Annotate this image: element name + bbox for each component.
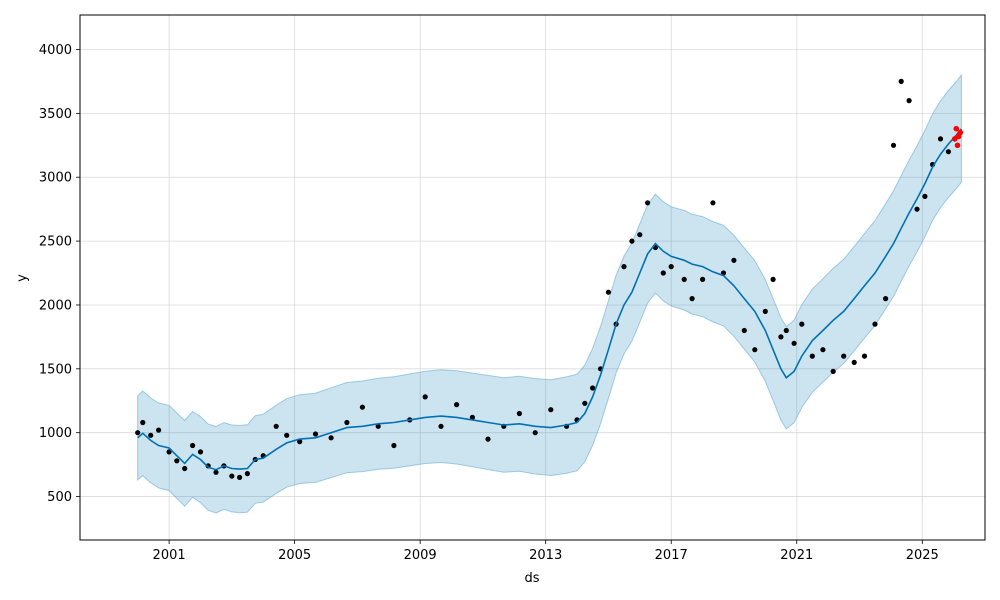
observed-point: [841, 353, 847, 359]
observed-point: [135, 430, 141, 436]
observed-point: [861, 353, 868, 359]
uncertainty-band-area: [137, 73, 962, 514]
observed-point: [741, 327, 747, 334]
observed-point: [809, 353, 815, 359]
plot-background: [80, 15, 985, 540]
forecast-line-path: [137, 128, 963, 471]
observed-point: [898, 78, 904, 84]
observed-point: [213, 469, 219, 475]
observed-point: [645, 200, 651, 206]
observed-point: [197, 449, 204, 455]
observed-point: [922, 193, 928, 199]
observed-point: [359, 404, 365, 410]
observed-point: [237, 474, 243, 480]
observed-point: [890, 142, 897, 148]
recent-point: [954, 142, 961, 149]
observed-point: [156, 427, 162, 433]
x-tick-label: 2017: [655, 548, 688, 563]
x-tick-label: 2005: [278, 548, 311, 563]
observed-point: [140, 419, 146, 426]
recent-point: [953, 125, 960, 132]
y-tick-label: 3000: [39, 171, 72, 186]
uncertainty-band: [137, 73, 962, 514]
x-tick-label: 2021: [780, 548, 813, 563]
x-tick-label: 2001: [153, 548, 186, 563]
observed-point: [229, 473, 235, 479]
observed-point: [799, 321, 805, 327]
observed-point: [190, 442, 196, 449]
observed-point: [681, 276, 687, 282]
observed-point: [937, 136, 944, 142]
observed-point: [820, 347, 826, 353]
y-tick-label: 2500: [39, 235, 72, 250]
y-tick-label: 2000: [39, 298, 72, 313]
observed-point: [668, 264, 674, 270]
observed-point: [328, 435, 334, 441]
y-axis-ticks: 500 1000 1500 2000 2500 3000 3500 4000: [39, 43, 80, 505]
observed-point: [548, 407, 554, 413]
x-axis-label: ds: [524, 571, 539, 586]
x-axis-ticks: 2001 2005 2009 2013 2017 2021 2025: [153, 540, 939, 563]
x-tick-label: 2025: [906, 548, 939, 563]
forecast-line: [137, 128, 963, 471]
recent-points: [952, 125, 964, 149]
plot-frame: [79, 14, 986, 541]
y-tick-label: 4000: [39, 43, 72, 58]
observed-point: [770, 276, 776, 282]
observed-point: [621, 264, 627, 270]
observed-point: [469, 414, 475, 420]
observed-point: [166, 449, 172, 455]
observed-point: [182, 465, 188, 472]
y-tick-label: 1500: [39, 362, 72, 377]
observed-point: [689, 296, 695, 302]
observed-point: [375, 423, 381, 429]
y-tick-label: 3500: [39, 107, 72, 122]
observed-point: [516, 410, 523, 417]
observed-point: [590, 385, 596, 391]
observed-point: [783, 327, 789, 334]
observed-point: [710, 200, 716, 206]
x-tick-label: 2009: [404, 548, 437, 563]
observed-point: [454, 402, 460, 408]
observed-point: [914, 206, 920, 212]
observed-point: [883, 296, 889, 302]
observed-point: [731, 257, 737, 263]
observed-point: [637, 232, 643, 238]
observed-point: [273, 423, 279, 429]
observed-point: [752, 347, 758, 353]
observed-point: [284, 432, 290, 438]
observed-point: [791, 340, 797, 346]
observed-point: [762, 308, 768, 314]
observed-point: [851, 359, 857, 365]
observed-point: [700, 276, 706, 282]
grid: [80, 15, 985, 540]
observed-point: [830, 368, 836, 374]
observed-point: [391, 442, 397, 449]
x-tick-label: 2013: [529, 548, 562, 563]
y-tick-label: 500: [47, 490, 72, 505]
observed-point: [605, 289, 612, 295]
observed-point: [312, 431, 319, 437]
observed-point: [660, 270, 666, 276]
observed-point: [438, 423, 444, 429]
observed-point: [872, 321, 878, 327]
observed-point: [582, 400, 588, 406]
y-tick-label: 1000: [39, 426, 72, 441]
y-axis-label: y: [15, 274, 30, 282]
observed-point: [945, 149, 952, 155]
observed-point: [148, 432, 154, 438]
observed-point: [344, 419, 350, 426]
observed-point: [174, 458, 180, 464]
observed-point: [629, 238, 635, 244]
recent-point: [957, 129, 964, 136]
observed-point: [778, 334, 784, 340]
observed-point: [906, 98, 912, 104]
observed-point: [422, 394, 428, 400]
observed-point: [532, 430, 538, 436]
observed-point: [485, 436, 491, 442]
observed-point: [244, 471, 250, 477]
